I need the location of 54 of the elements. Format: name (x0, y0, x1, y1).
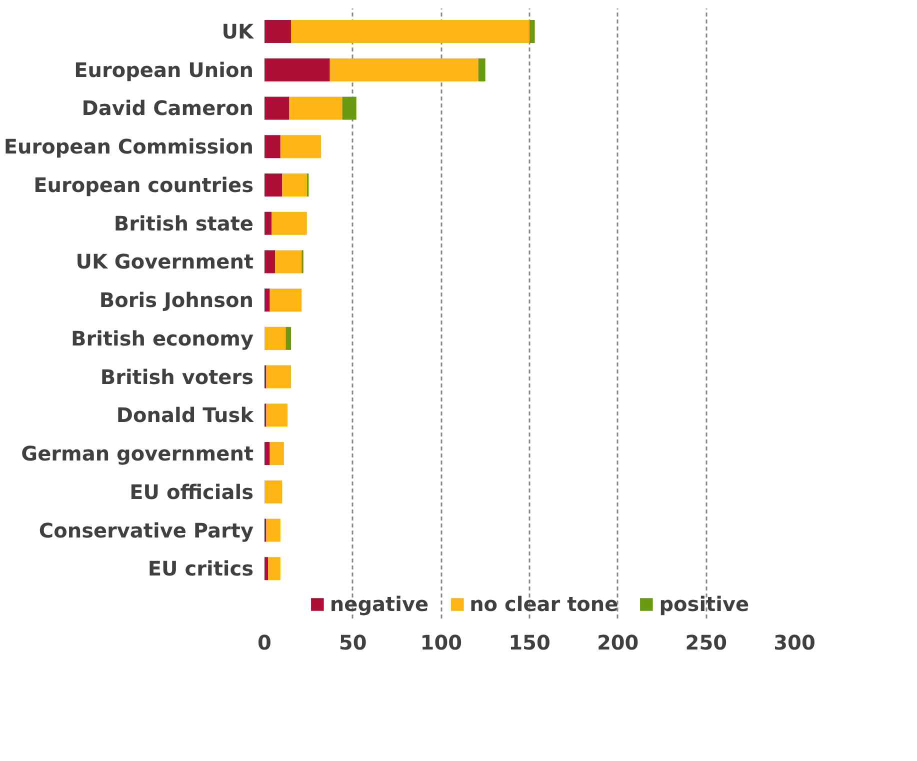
bar (289, 96, 342, 120)
bar (286, 326, 291, 350)
y-tick-label: EU critics (148, 556, 254, 581)
y-tick-label: British voters (100, 364, 254, 389)
y-tick-label: UK (222, 20, 255, 44)
y-tick-label: British economy (71, 326, 254, 350)
y-tick-label: Boris Johnson (99, 288, 254, 312)
bar (264, 173, 282, 196)
bar (264, 135, 280, 158)
legend-label: positive (659, 592, 750, 616)
bar (280, 135, 322, 158)
bar (264, 20, 291, 44)
bar (264, 58, 330, 82)
bar (264, 557, 268, 580)
bar (282, 173, 307, 196)
y-tick-label: German government (21, 442, 254, 466)
x-tick-label: 0 (258, 630, 272, 654)
y-tick-label: EU officials (130, 480, 254, 504)
bar (530, 20, 535, 44)
x-tick-label: 100 (420, 630, 462, 654)
bar (342, 96, 356, 120)
bar (266, 518, 280, 542)
legend-label: no clear tone (470, 592, 618, 616)
y-tick-label: European countries (34, 172, 254, 197)
bar (272, 212, 307, 235)
x-tick-label: 150 (508, 630, 550, 654)
bar (264, 326, 286, 350)
bar (264, 288, 270, 312)
y-tick-label: British state (114, 211, 254, 236)
y-tick-label: Conservative Party (38, 518, 254, 542)
bar (266, 404, 288, 427)
bar (275, 250, 302, 274)
x-tick-label: 200 (596, 630, 639, 654)
legend-label: negative (330, 592, 429, 616)
x-tick-label: 300 (774, 630, 816, 654)
x-tick-label: 250 (685, 630, 728, 654)
y-tick-label: David Cameron (82, 96, 254, 120)
bar (291, 20, 530, 44)
y-tick-label: European Union (74, 58, 254, 82)
bar (264, 212, 272, 235)
bar (478, 58, 486, 82)
bar (266, 365, 291, 388)
bar (330, 58, 478, 82)
bar (264, 480, 282, 504)
bar (264, 96, 290, 120)
y-tick-label: European Commission (4, 134, 254, 159)
x-tick-label: 50 (338, 630, 367, 654)
y-tick-label: UK Government (76, 250, 254, 274)
bar (270, 288, 302, 312)
bar (264, 442, 270, 466)
bar (270, 442, 284, 466)
bar (264, 250, 276, 274)
y-tick-label: Donald Tusk (116, 403, 254, 428)
bar (268, 557, 280, 580)
